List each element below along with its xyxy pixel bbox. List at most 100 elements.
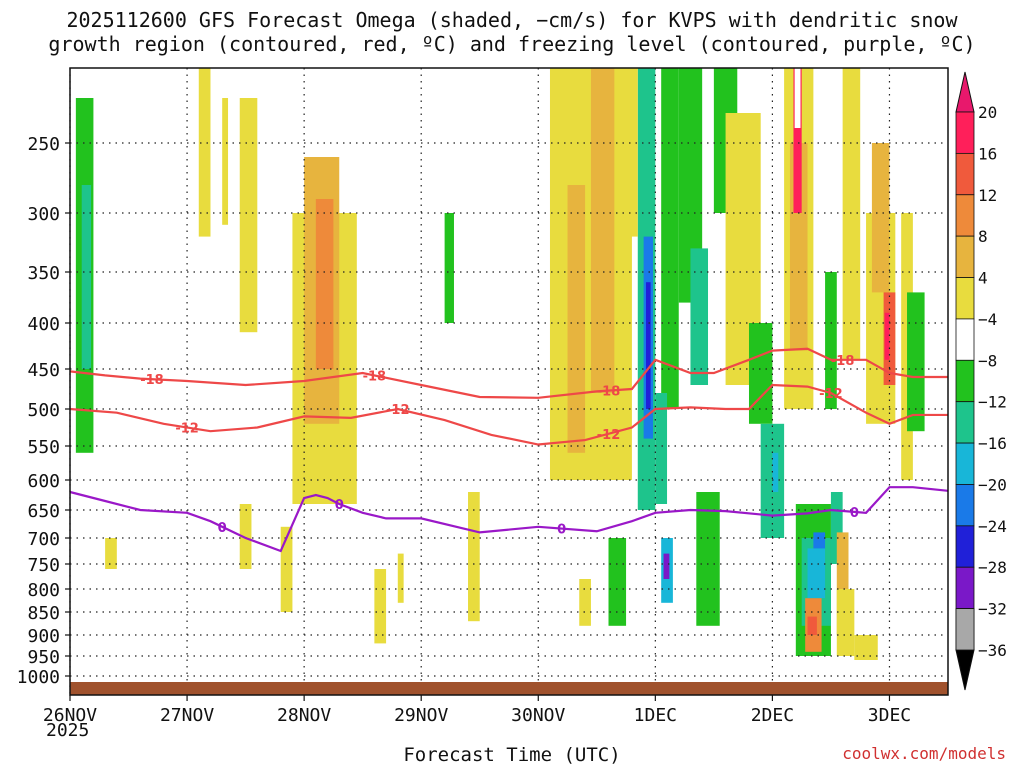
omega-shaded-region <box>397 553 404 603</box>
contours: -18 -18 -18 -18 -12 -12 -12 -12 0 0 0 0 <box>69 347 949 553</box>
x-tick-label: 2DEC <box>751 705 794 726</box>
year-label: 2025 <box>46 720 90 741</box>
contour-label: -12 <box>597 428 621 443</box>
colorbar-cell <box>955 359 975 403</box>
omega-shaded-region <box>645 282 651 409</box>
contour-label: -18 <box>831 354 855 369</box>
omega-shaded-region <box>655 393 668 504</box>
contour-label: -18 <box>597 385 621 400</box>
colorbar-cell <box>955 608 975 651</box>
y-tick-label: 300 <box>27 204 60 225</box>
colorbar-cell <box>955 152 975 196</box>
y-tick-label: 800 <box>27 580 60 601</box>
colorbar-label: −32 <box>978 600 1007 619</box>
colorbar-label: 12 <box>978 186 997 205</box>
y-tick-label: 750 <box>27 555 60 576</box>
colorbar-cell <box>955 484 975 527</box>
chart-title-line-2: growth region (contoured, red, ºC) and f… <box>48 32 976 56</box>
omega-shaded-region <box>663 553 670 579</box>
y-tick-label: 350 <box>27 263 60 284</box>
y-axis: 2503003504004505005506006507007508008509… <box>17 134 70 688</box>
colorbar-top-arrow <box>955 71 975 113</box>
contour-label: -12 <box>386 403 410 418</box>
omega-shaded-region <box>854 635 878 660</box>
contour-label: -18 <box>140 373 164 388</box>
chart-title-line-1: 2025112600 GFS Forecast Omega (shaded, −… <box>66 8 958 32</box>
omega-shaded-region <box>315 199 334 369</box>
omega-shaded-region <box>280 526 293 612</box>
omega-shaded-region <box>198 68 211 237</box>
omega-shaded-region <box>884 312 890 360</box>
colorbar-label: −28 <box>978 558 1007 577</box>
x-tick-label: 3DEC <box>868 705 911 726</box>
omega-shaded-region <box>468 492 480 622</box>
omega-shaded-region <box>81 185 92 369</box>
contour-label: -12 <box>819 387 843 402</box>
omega-shaded-region <box>626 68 638 237</box>
colorbar-cell <box>955 566 975 610</box>
omega-shading <box>75 68 925 660</box>
omega-shaded-region <box>661 68 679 409</box>
colorbar-label: −36 <box>978 641 1007 660</box>
y-tick-label: 500 <box>27 400 60 421</box>
y-tick-label: 850 <box>27 603 60 624</box>
colorbar-cell <box>955 111 975 154</box>
colorbar-label: −8 <box>978 351 997 370</box>
colorbar-label: 20 <box>978 103 997 122</box>
colorbar-label: −20 <box>978 475 1007 494</box>
y-tick-label: 950 <box>27 647 60 668</box>
omega-shaded-region <box>579 579 591 626</box>
omega-shaded-region <box>807 616 817 635</box>
contour-label: 0 <box>335 498 344 513</box>
y-tick-label: 250 <box>27 134 60 155</box>
colorbar-label: 4 <box>978 269 988 288</box>
colorbar-cell <box>955 401 975 444</box>
omega-shaded-region <box>772 452 779 492</box>
omega-shaded-region <box>239 504 252 569</box>
x-tick-label: 27NOV <box>160 705 214 726</box>
credit-link[interactable]: coolwx.com/models <box>842 744 1006 763</box>
x-axis-label: Forecast Time (UTC) <box>403 744 621 766</box>
colorbar-label: 8 <box>978 227 988 246</box>
x-tick-label: 28NOV <box>277 705 331 726</box>
omega-shaded-region <box>105 538 117 569</box>
colorbar-label: −4 <box>978 310 997 329</box>
omega-shaded-region <box>871 143 890 293</box>
omega-shaded-region <box>444 213 454 323</box>
contour-dgz-minus12 <box>69 383 948 446</box>
colorbar-cell <box>955 442 975 485</box>
colorbar-label: −24 <box>978 517 1007 536</box>
omega-shaded-region <box>567 185 586 453</box>
omega-shaded-region <box>842 68 861 360</box>
contour-freezing-level <box>69 486 949 553</box>
contour-label: -12 <box>175 422 199 437</box>
y-tick-label: 1000 <box>17 667 60 688</box>
omega-shaded-region <box>830 492 843 564</box>
y-tick-label: 600 <box>27 471 60 492</box>
y-tick-label: 450 <box>27 360 60 381</box>
omega-shaded-region <box>793 68 802 213</box>
colorbar-label: −16 <box>978 434 1007 453</box>
x-tick-label: 1DEC <box>634 705 677 726</box>
y-tick-label: 650 <box>27 501 60 522</box>
omega-shaded-region <box>690 248 709 385</box>
ground-band <box>70 682 948 695</box>
colorbar-cell <box>955 194 975 237</box>
x-axis: 26NOV 27NOV 28NOV 29NOV 30NOV 1DEC 2DEC 3DEC <box>43 695 911 726</box>
colorbar-cell <box>955 277 975 320</box>
y-tick-label: 900 <box>27 626 60 647</box>
colorbar-cell <box>955 235 975 278</box>
omega-shaded-region <box>608 538 627 626</box>
omega-shaded-region <box>794 68 801 128</box>
y-tick-label: 400 <box>27 314 60 335</box>
colorbar-label: 16 <box>978 144 997 163</box>
x-tick-label: 29NOV <box>394 705 448 726</box>
omega-shaded-region <box>374 569 387 644</box>
omega-shaded-region <box>748 323 773 424</box>
contour-label: 0 <box>557 523 566 538</box>
colorbar: 20 16 12 8 4 −4 −8 −12 −16 −20 −24 −28 −32 −36 <box>955 71 1007 691</box>
colorbar-bottom-arrow <box>955 649 975 691</box>
omega-shaded-region <box>907 292 925 432</box>
contour-label: -18 <box>363 369 387 384</box>
